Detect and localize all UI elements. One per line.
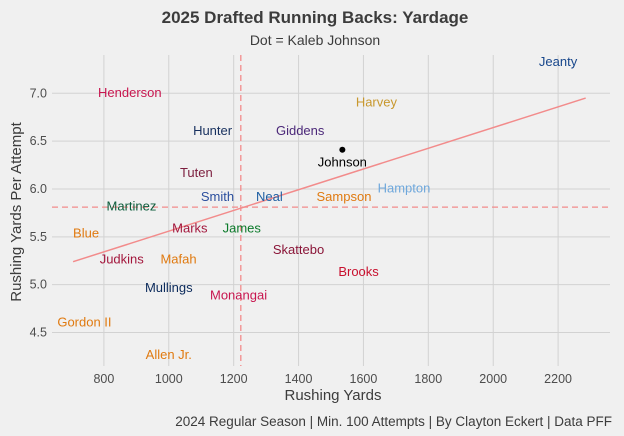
x-tick-label: 1600 [350,372,378,386]
point-label-marks: Marks [172,221,208,236]
point-label-skattebo: Skattebo [273,242,324,257]
point-label-giddens: Giddens [276,123,325,138]
point-label-smith: Smith [201,189,234,204]
x-tick-label: 800 [93,372,114,386]
point-label-judkins: Judkins [100,251,145,266]
y-tick-label: 6.5 [30,134,47,148]
point-label-jeanty: Jeanty [539,54,578,69]
point-label-johnson: Johnson [318,155,367,170]
point-label-allen-jr: Allen Jr. [146,347,192,362]
x-tick-label: 2200 [544,372,572,386]
point-label-monangai: Monangai [210,288,267,303]
chart-title: 2025 Drafted Running Backs: Yardage [162,8,469,27]
x-tick-label: 2000 [479,372,507,386]
point-label-neal: Neal [256,189,283,204]
reference-lines [52,55,610,366]
y-tick-label: 5.0 [30,278,47,292]
x-tick-label: 1000 [155,372,183,386]
point-label-hunter: Hunter [193,123,233,138]
point-label-sampson: Sampson [317,189,372,204]
gridlines [52,55,610,366]
point-label-henderson: Henderson [98,85,162,100]
x-tick-label: 1200 [220,372,248,386]
y-axis-title: Rushing Yards Per Attempt [8,121,25,301]
y-tick-label: 7.0 [30,86,47,100]
highlight-dot [339,146,346,153]
y-tick-label: 6.0 [30,182,47,196]
point-label-brooks: Brooks [338,264,379,279]
point-label-mafah: Mafah [160,251,196,266]
point-label-harvey: Harvey [356,94,398,109]
x-tick-label: 1800 [414,372,442,386]
point-label-mullings: Mullings [145,280,193,295]
x-axis-title: Rushing Yards [284,387,381,404]
chart-subtitle: Dot = Kaleb Johnson [250,32,380,48]
point-label-james: James [223,221,262,236]
point-label-martinez: Martinez [107,199,157,214]
trend-line [72,97,586,263]
data-points: Jeanty Henderson Harvey Hunter Giddens Johnso… [57,54,577,362]
point-label-tuten: Tuten [180,165,213,180]
x-tick-label: 1400 [285,372,313,386]
chart-caption: 2024 Regular Season | Min. 100 Attempts … [175,414,612,429]
point-label-blue: Blue [73,225,99,240]
trend-line-group [72,97,586,263]
y-tick-label: 5.5 [30,230,47,244]
point-label-gordon-ii: Gordon II [57,314,111,329]
point-label-hampton: Hampton [378,181,431,196]
tick-labels: 800 1000 1200 1400 1600 1800 2000 2200 4.5 5.0 5.5… [30,86,572,386]
y-tick-label: 4.5 [30,326,47,340]
